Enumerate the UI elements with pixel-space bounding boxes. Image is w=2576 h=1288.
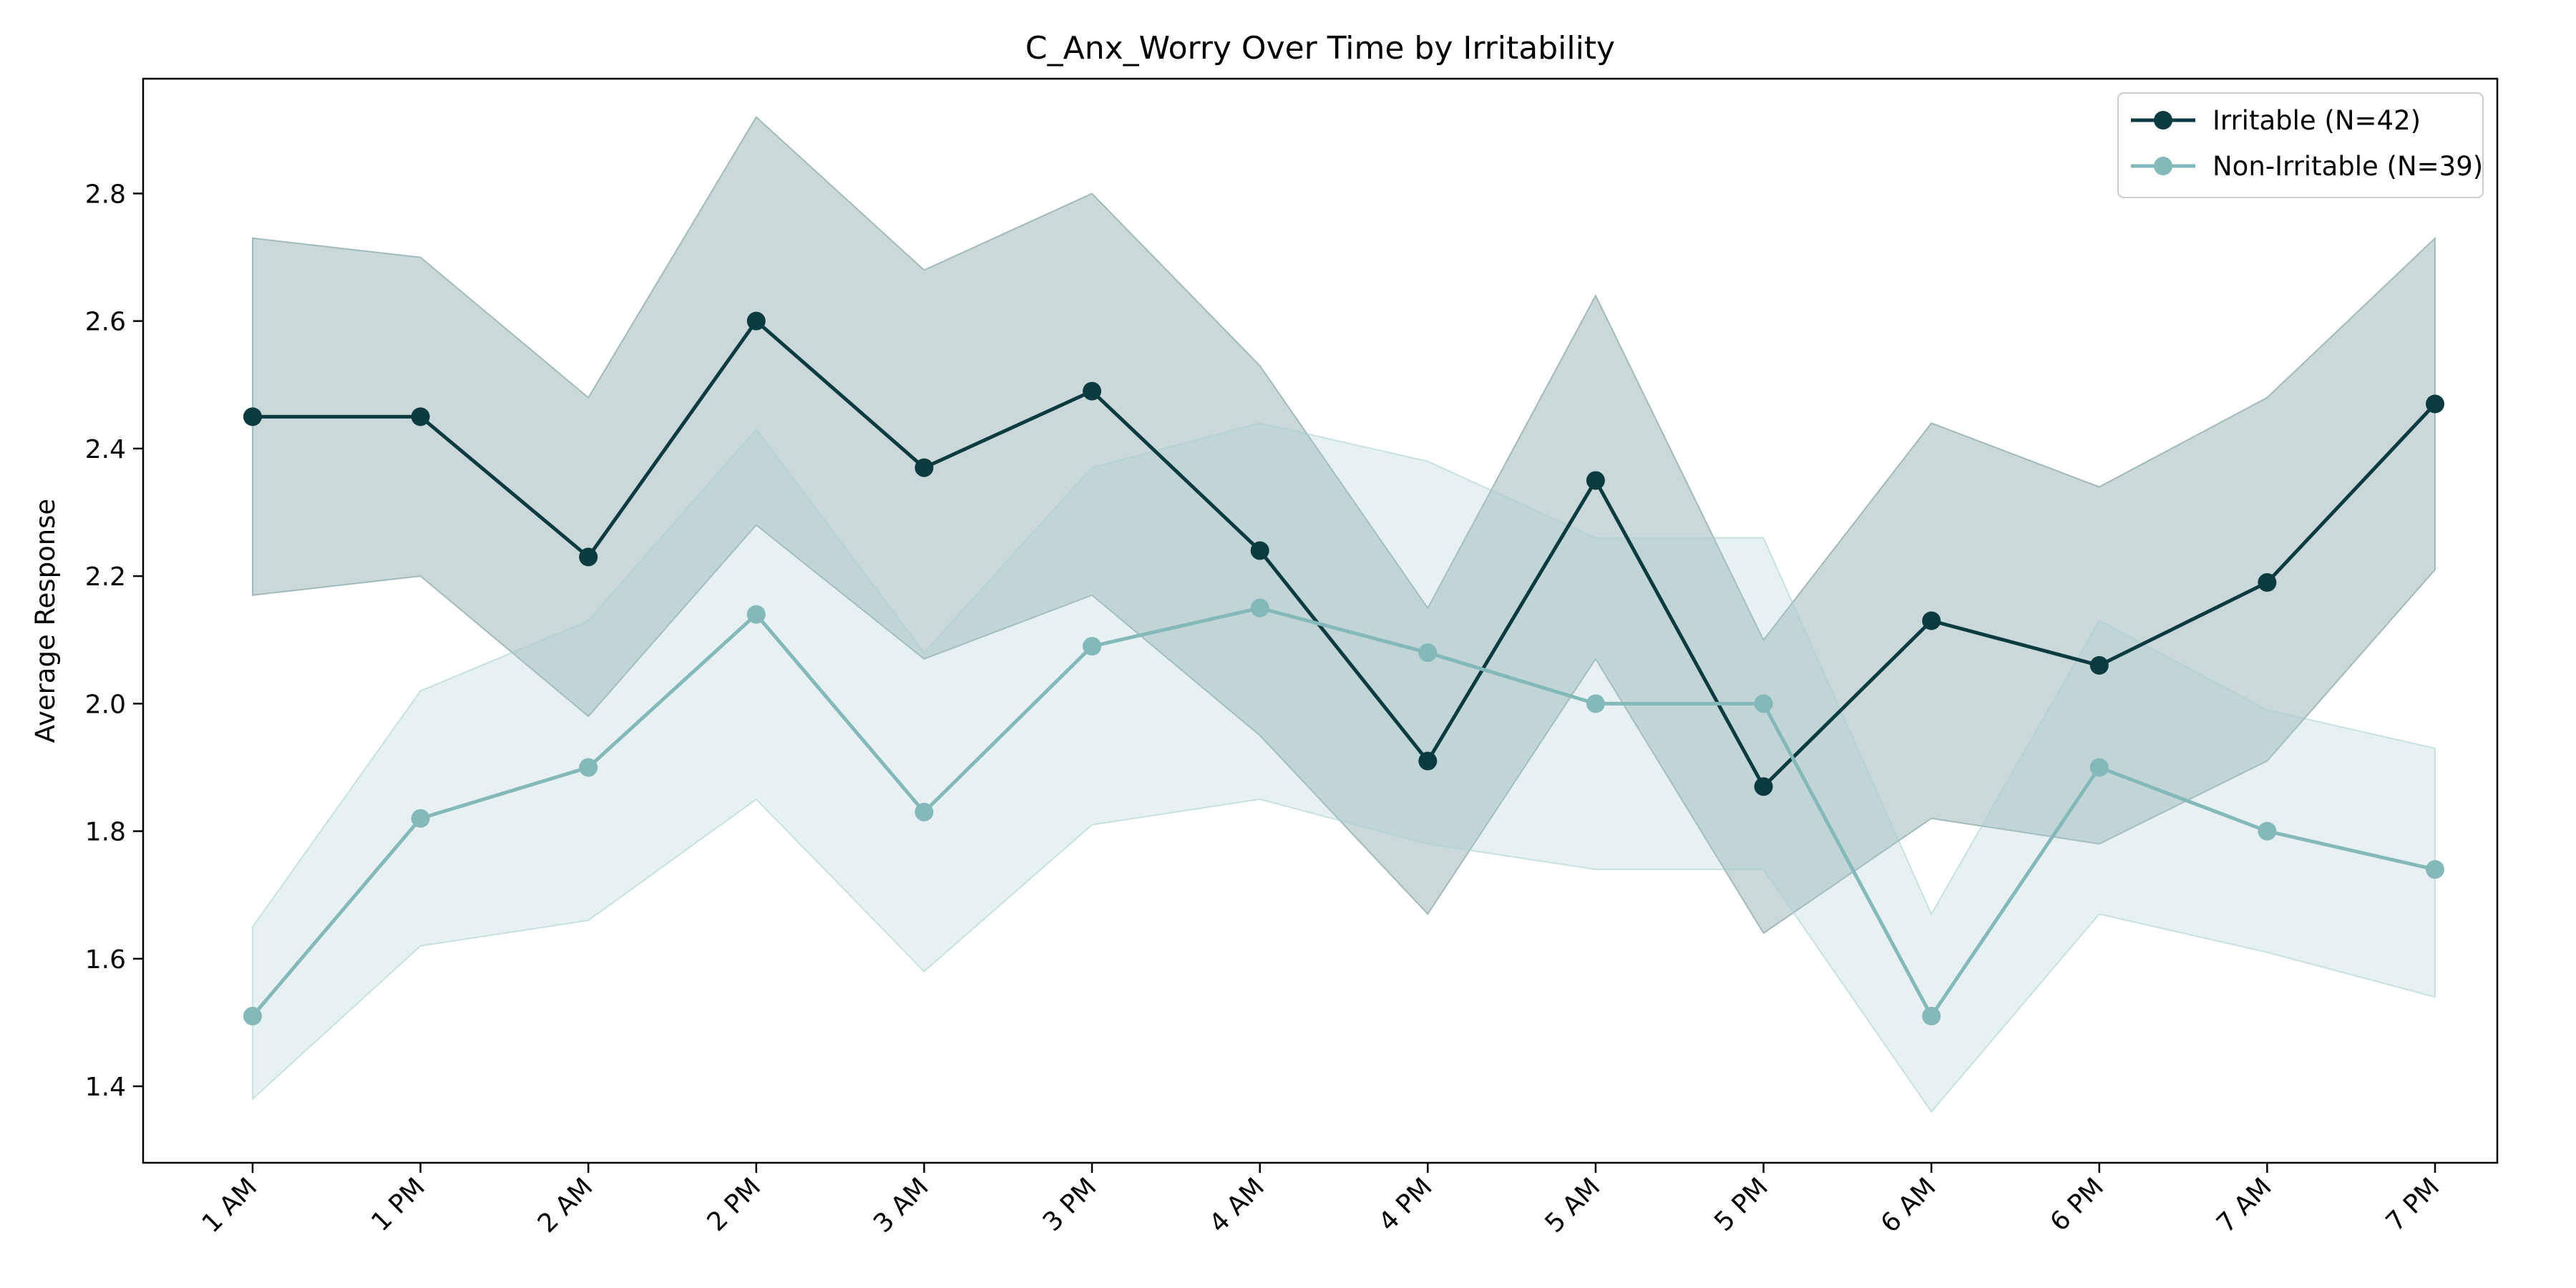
non-irritable-series-line xyxy=(251,606,2436,1018)
y-tick-label: 2.8 xyxy=(85,180,126,209)
irritable-point xyxy=(746,311,766,331)
irritable-point xyxy=(2258,573,2277,592)
irritable-point xyxy=(243,407,262,426)
y-tick-label: 1.6 xyxy=(85,945,126,975)
non-irritable-point xyxy=(1922,1007,1941,1026)
non-irritable-point xyxy=(2426,860,2444,879)
irritable-confidence-band xyxy=(252,115,2436,935)
irritable-point xyxy=(914,458,934,477)
non-irritable-point xyxy=(579,758,598,777)
non-irritable-point xyxy=(243,1007,262,1026)
y-tick-label: 2.6 xyxy=(85,308,126,337)
y-tick-label: 2.4 xyxy=(85,435,126,464)
irritable-point xyxy=(2426,394,2444,414)
y-axis-label: Average Response xyxy=(30,499,61,743)
non-irritable-point xyxy=(746,605,766,624)
non-irritable-point xyxy=(411,809,430,828)
legend-box xyxy=(2117,92,2484,198)
y-tick-label: 2.2 xyxy=(85,562,126,592)
y-tick-label: 1.4 xyxy=(85,1073,126,1102)
chart-title: C_Anx_Worry Over Time by Irritability xyxy=(1025,30,1615,67)
non-irritable-point xyxy=(2089,758,2109,777)
y-tick-label: 2.0 xyxy=(85,690,126,719)
y-axis: 1.4 1.6 1.8 2.0 2.2 2.4 2.6 2.8 xyxy=(85,180,143,1102)
irritable-point xyxy=(1418,751,1438,771)
non-irritable-point xyxy=(1586,694,1605,713)
irritable-legend-marker xyxy=(2154,111,2172,130)
series-lines xyxy=(251,319,2436,1018)
non-irritable-point xyxy=(1754,694,1773,713)
non-irritable-legend-marker xyxy=(2154,157,2172,175)
irritable-point xyxy=(411,407,430,426)
non-irritable-point xyxy=(2258,821,2277,841)
y-tick-label: 1.8 xyxy=(85,818,126,847)
non-irritable-point xyxy=(1250,598,1269,618)
irritable-point xyxy=(2089,655,2109,675)
non-irritable-legend-label: Non-Irritable (N=39) xyxy=(2212,151,2483,182)
irritable-point xyxy=(1083,381,1102,401)
non-irritable-point xyxy=(1083,637,1102,656)
non-irritable-point xyxy=(914,802,934,821)
irritable-legend-label: Irritable (N=42) xyxy=(2212,105,2421,136)
irritable-point xyxy=(579,547,598,567)
non-irritable-point xyxy=(1418,643,1438,663)
irritable-series-line xyxy=(253,319,2436,789)
irritable-point xyxy=(1250,541,1269,560)
plot-area-frame xyxy=(142,77,2499,1164)
series-points xyxy=(243,311,2444,1026)
irritable-point xyxy=(1922,611,1941,630)
irritable-point xyxy=(1754,777,1773,796)
legend: Irritable (N=42) Non-Irritable (N=39) xyxy=(2117,92,2484,198)
irritable-point xyxy=(1586,471,1605,490)
